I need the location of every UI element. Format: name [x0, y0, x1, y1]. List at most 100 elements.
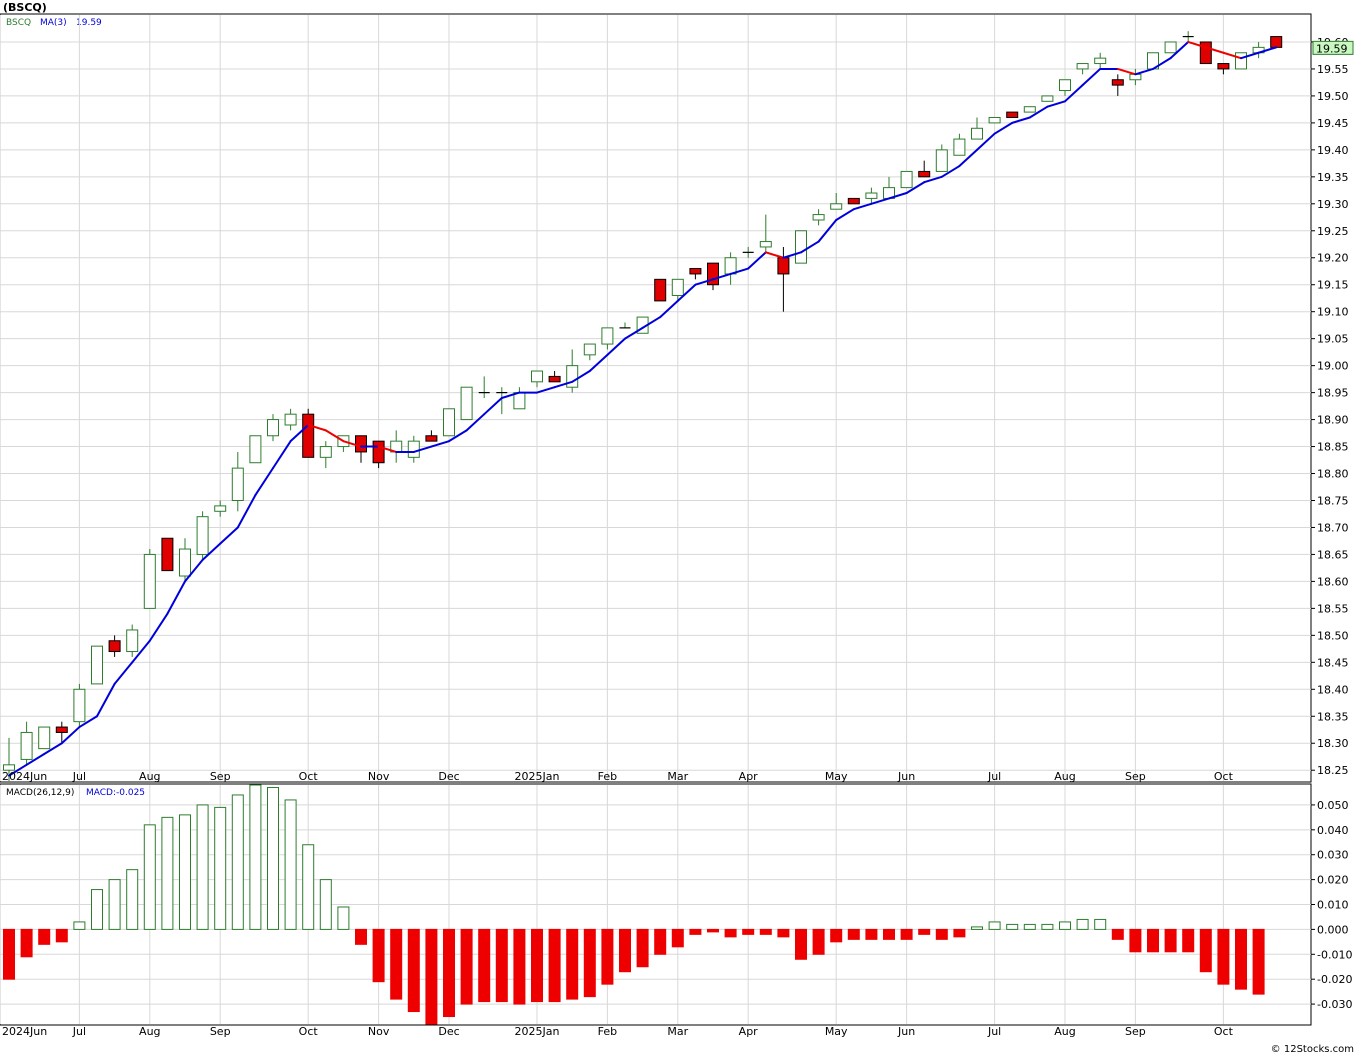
price-ytick-label: 19.40	[1317, 144, 1349, 157]
ma3-segment	[465, 413, 486, 432]
candle-body	[1217, 63, 1230, 70]
macd-bar	[548, 928, 561, 1003]
macd-bar	[460, 928, 473, 1005]
ma3-segment	[1240, 51, 1260, 60]
macd-bar	[1164, 928, 1177, 953]
candle	[619, 322, 631, 329]
macd-bar	[249, 784, 262, 930]
price-panel-frame	[0, 13, 1312, 783]
ma3-segment	[588, 353, 609, 373]
ma3-segment	[641, 316, 662, 329]
ma3-segment	[870, 197, 890, 205]
macd-bar	[1094, 918, 1107, 930]
price-xtick-label: 2024Jun	[2, 770, 47, 783]
ma-legend-label: MA(3)	[40, 18, 67, 28]
ma3-segment	[923, 175, 943, 184]
candle-body	[143, 553, 156, 609]
macd-xtick-label: Mar	[667, 1025, 688, 1038]
macd-xtick-label: Apr	[739, 1025, 759, 1038]
macd-xtick-label: Sep	[210, 1025, 231, 1038]
candle	[1023, 106, 1036, 113]
macd-ytick-label: 0.030	[1317, 849, 1349, 862]
price-xtick-label: Jun	[897, 770, 915, 783]
candle-body	[20, 731, 33, 760]
candle-body	[284, 413, 297, 426]
ma3-segment	[764, 251, 785, 259]
macd-bar	[1059, 921, 1071, 930]
ma3-segment	[113, 661, 134, 685]
candle	[1217, 63, 1230, 75]
candle-body	[953, 138, 966, 156]
candle	[1235, 52, 1247, 70]
ma3-segment	[888, 192, 908, 200]
macd-xtick-label: Aug	[139, 1025, 160, 1038]
price-ytick-label: 18.50	[1317, 629, 1349, 642]
macd-ytick-label: 0.010	[1317, 899, 1349, 912]
ma3-segment	[659, 299, 679, 319]
candle	[460, 386, 473, 421]
ma3-segment	[289, 423, 310, 443]
price-ytick-label: 19.35	[1317, 171, 1349, 184]
candle	[425, 430, 438, 442]
ma3-segment	[219, 526, 239, 545]
candle	[865, 187, 878, 204]
price-ytick-label: 19.15	[1317, 279, 1349, 292]
price-ytick-label: 18.60	[1317, 575, 1349, 588]
macd-xtick-label: Aug	[1054, 1025, 1075, 1038]
candle	[249, 435, 262, 464]
macd-bar	[319, 879, 332, 930]
price-xtick-label: Dec	[438, 770, 459, 783]
ma3-segment	[272, 440, 292, 470]
candle	[742, 246, 754, 258]
candle-body	[583, 343, 596, 356]
ma3-segment	[958, 148, 978, 168]
candle	[601, 327, 614, 350]
price-xtick-label: Oct	[299, 770, 319, 783]
macd-bar	[759, 928, 772, 935]
macd-xtick-label: 2024Jun	[2, 1025, 47, 1038]
ma3-segment	[131, 639, 151, 664]
macd-bar	[918, 928, 931, 935]
candle-body	[407, 440, 420, 458]
candle	[126, 624, 139, 657]
macd-bar	[1182, 928, 1195, 953]
macd-bar	[20, 928, 33, 958]
candle-body	[55, 726, 68, 733]
candle-body	[108, 640, 121, 653]
candle-body	[759, 241, 772, 248]
ma3-segment	[184, 558, 204, 583]
price-xtick-label: Sep	[1125, 770, 1146, 783]
macd-x-axis: 2024Jun Jul Aug Sep Oct Nov Dec 2025Jan Feb Mar Ap…	[2, 1025, 1234, 1038]
macd-bar	[971, 926, 983, 930]
macd-bar	[91, 889, 103, 930]
price-xtick-label: Nov	[368, 770, 390, 783]
macd-bar	[231, 794, 244, 930]
macd-xtick-label: Oct	[299, 1025, 319, 1038]
macd-bar	[1217, 928, 1230, 985]
macd-bar	[636, 928, 649, 968]
candle	[566, 349, 579, 393]
macd-bar	[1006, 923, 1019, 930]
macd-bar	[1111, 928, 1124, 940]
macd-bar	[1147, 928, 1159, 953]
macd-bar	[566, 928, 579, 1000]
candle	[355, 435, 367, 463]
candle-body	[918, 170, 931, 178]
ma3-segment	[993, 121, 1014, 135]
ma3-segment	[1187, 40, 1207, 49]
candle	[531, 370, 543, 388]
macd-bar	[812, 928, 825, 955]
candle-body	[513, 392, 526, 410]
candle-body	[214, 505, 227, 512]
ma3-segment	[1152, 57, 1172, 70]
macd-ytick-label: 0.000	[1317, 923, 1349, 936]
candle-body	[601, 327, 614, 345]
macd-bar	[724, 928, 737, 938]
ma3-segment	[412, 445, 433, 453]
candle	[812, 209, 825, 226]
macd-bar	[953, 928, 966, 938]
macd-bar	[601, 928, 614, 985]
price-ytick-label: 19.00	[1317, 360, 1349, 373]
price-xtick-label: Oct	[1214, 770, 1234, 783]
ma3-segment	[536, 386, 556, 394]
